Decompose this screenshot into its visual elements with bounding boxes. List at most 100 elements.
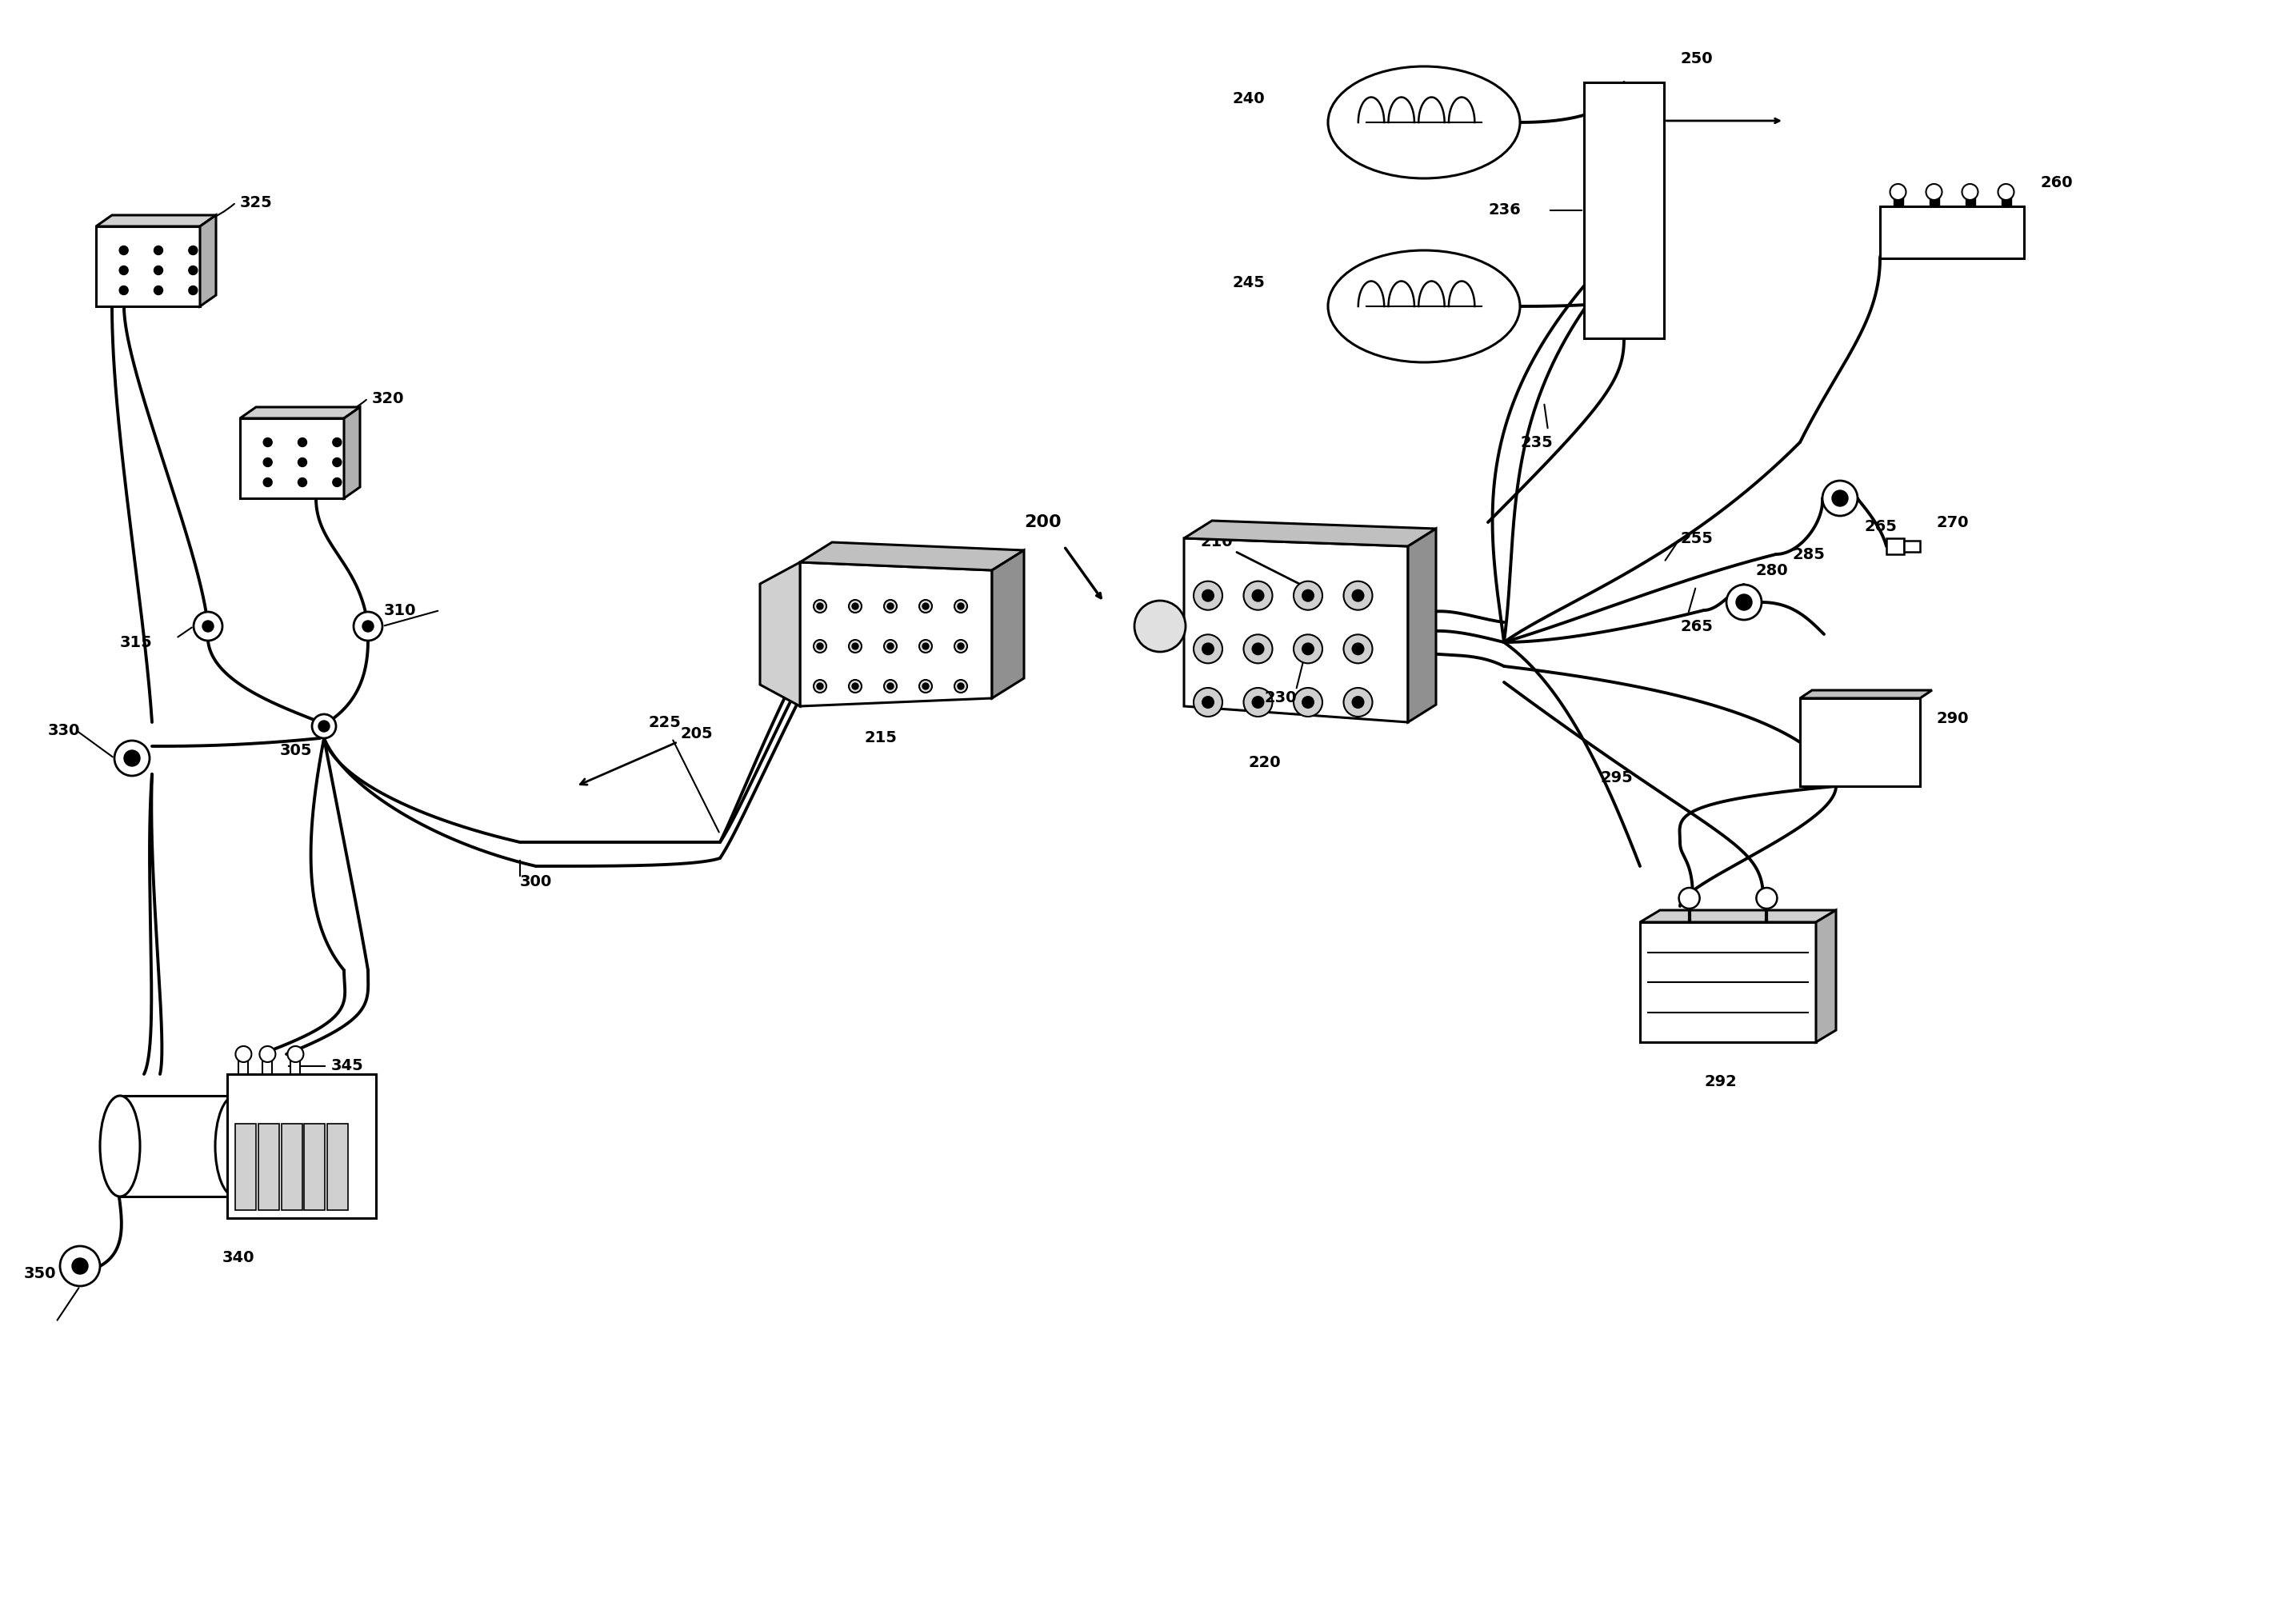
- Circle shape: [333, 477, 342, 487]
- Bar: [1903, 540, 1919, 551]
- Circle shape: [202, 620, 214, 631]
- Text: 320: 320: [372, 391, 404, 405]
- Polygon shape: [241, 418, 344, 498]
- Circle shape: [1890, 184, 1906, 200]
- Circle shape: [1343, 687, 1373, 716]
- Circle shape: [1352, 642, 1364, 655]
- Circle shape: [1727, 585, 1761, 620]
- Circle shape: [1832, 490, 1848, 506]
- Circle shape: [1678, 888, 1699, 908]
- Circle shape: [1244, 687, 1272, 716]
- Bar: [1965, 197, 1975, 207]
- Text: 236: 236: [1488, 203, 1520, 218]
- Polygon shape: [992, 549, 1024, 698]
- Circle shape: [354, 612, 383, 641]
- Text: 295: 295: [1600, 771, 1632, 787]
- Polygon shape: [200, 215, 216, 306]
- Circle shape: [957, 602, 964, 609]
- Bar: [239, 1059, 248, 1073]
- Circle shape: [1293, 582, 1322, 610]
- Circle shape: [333, 437, 342, 447]
- Bar: [292, 1059, 301, 1073]
- Circle shape: [1201, 695, 1215, 708]
- Polygon shape: [1800, 690, 1931, 698]
- Circle shape: [1352, 590, 1364, 602]
- Bar: [326, 1123, 347, 1210]
- Circle shape: [1244, 634, 1272, 663]
- Circle shape: [1343, 634, 1373, 663]
- Circle shape: [1352, 695, 1364, 708]
- Circle shape: [923, 642, 930, 649]
- Circle shape: [1251, 590, 1265, 602]
- Polygon shape: [119, 1096, 234, 1197]
- Ellipse shape: [216, 1096, 255, 1197]
- Circle shape: [312, 714, 335, 739]
- Circle shape: [188, 285, 197, 295]
- Circle shape: [319, 721, 331, 732]
- Circle shape: [852, 682, 859, 689]
- Circle shape: [1293, 634, 1322, 663]
- Text: 330: 330: [48, 723, 80, 739]
- Circle shape: [886, 642, 893, 649]
- Circle shape: [115, 740, 149, 775]
- Text: 230: 230: [1265, 690, 1297, 706]
- Circle shape: [264, 437, 273, 447]
- Bar: [2002, 197, 2011, 207]
- Polygon shape: [1185, 538, 1407, 723]
- Circle shape: [1926, 184, 1942, 200]
- Circle shape: [884, 599, 898, 612]
- Text: 300: 300: [519, 875, 553, 889]
- Circle shape: [957, 682, 964, 689]
- Polygon shape: [96, 215, 216, 226]
- Circle shape: [119, 247, 129, 255]
- Bar: [262, 1059, 273, 1073]
- Circle shape: [850, 679, 861, 692]
- Circle shape: [1293, 687, 1322, 716]
- Circle shape: [333, 458, 342, 466]
- Bar: [1929, 197, 1938, 207]
- Polygon shape: [1407, 529, 1435, 723]
- Text: 210: 210: [1201, 533, 1316, 593]
- Circle shape: [884, 679, 898, 692]
- Circle shape: [817, 682, 824, 689]
- Bar: [280, 1123, 303, 1210]
- Circle shape: [817, 602, 824, 609]
- Bar: [1894, 197, 1903, 207]
- Polygon shape: [1639, 910, 1837, 923]
- Circle shape: [60, 1246, 101, 1286]
- Circle shape: [193, 612, 223, 641]
- Circle shape: [119, 266, 129, 274]
- Circle shape: [188, 247, 197, 255]
- Polygon shape: [760, 562, 799, 706]
- Polygon shape: [799, 541, 1024, 570]
- Text: 340: 340: [223, 1251, 255, 1266]
- Circle shape: [119, 285, 129, 295]
- Text: 305: 305: [280, 743, 312, 758]
- Text: 235: 235: [1520, 434, 1552, 450]
- Circle shape: [1343, 582, 1373, 610]
- Text: 325: 325: [241, 195, 273, 210]
- Text: 260: 260: [2041, 175, 2073, 191]
- Text: 225: 225: [647, 714, 680, 731]
- Circle shape: [1302, 695, 1313, 708]
- Circle shape: [1302, 642, 1313, 655]
- Circle shape: [1201, 642, 1215, 655]
- Circle shape: [955, 599, 967, 612]
- Circle shape: [955, 679, 967, 692]
- Circle shape: [884, 639, 898, 652]
- Circle shape: [813, 599, 827, 612]
- Text: 200: 200: [1024, 514, 1061, 530]
- Text: 345: 345: [331, 1059, 363, 1073]
- Circle shape: [1201, 590, 1215, 602]
- Polygon shape: [241, 407, 360, 418]
- Circle shape: [1194, 582, 1221, 610]
- Circle shape: [1998, 184, 2014, 200]
- Circle shape: [154, 266, 163, 274]
- Text: 315: 315: [119, 634, 152, 650]
- Circle shape: [236, 1046, 253, 1062]
- Polygon shape: [1816, 910, 1837, 1043]
- Circle shape: [918, 679, 932, 692]
- Bar: [1887, 538, 1903, 554]
- Polygon shape: [1639, 923, 1816, 1043]
- Circle shape: [188, 266, 197, 274]
